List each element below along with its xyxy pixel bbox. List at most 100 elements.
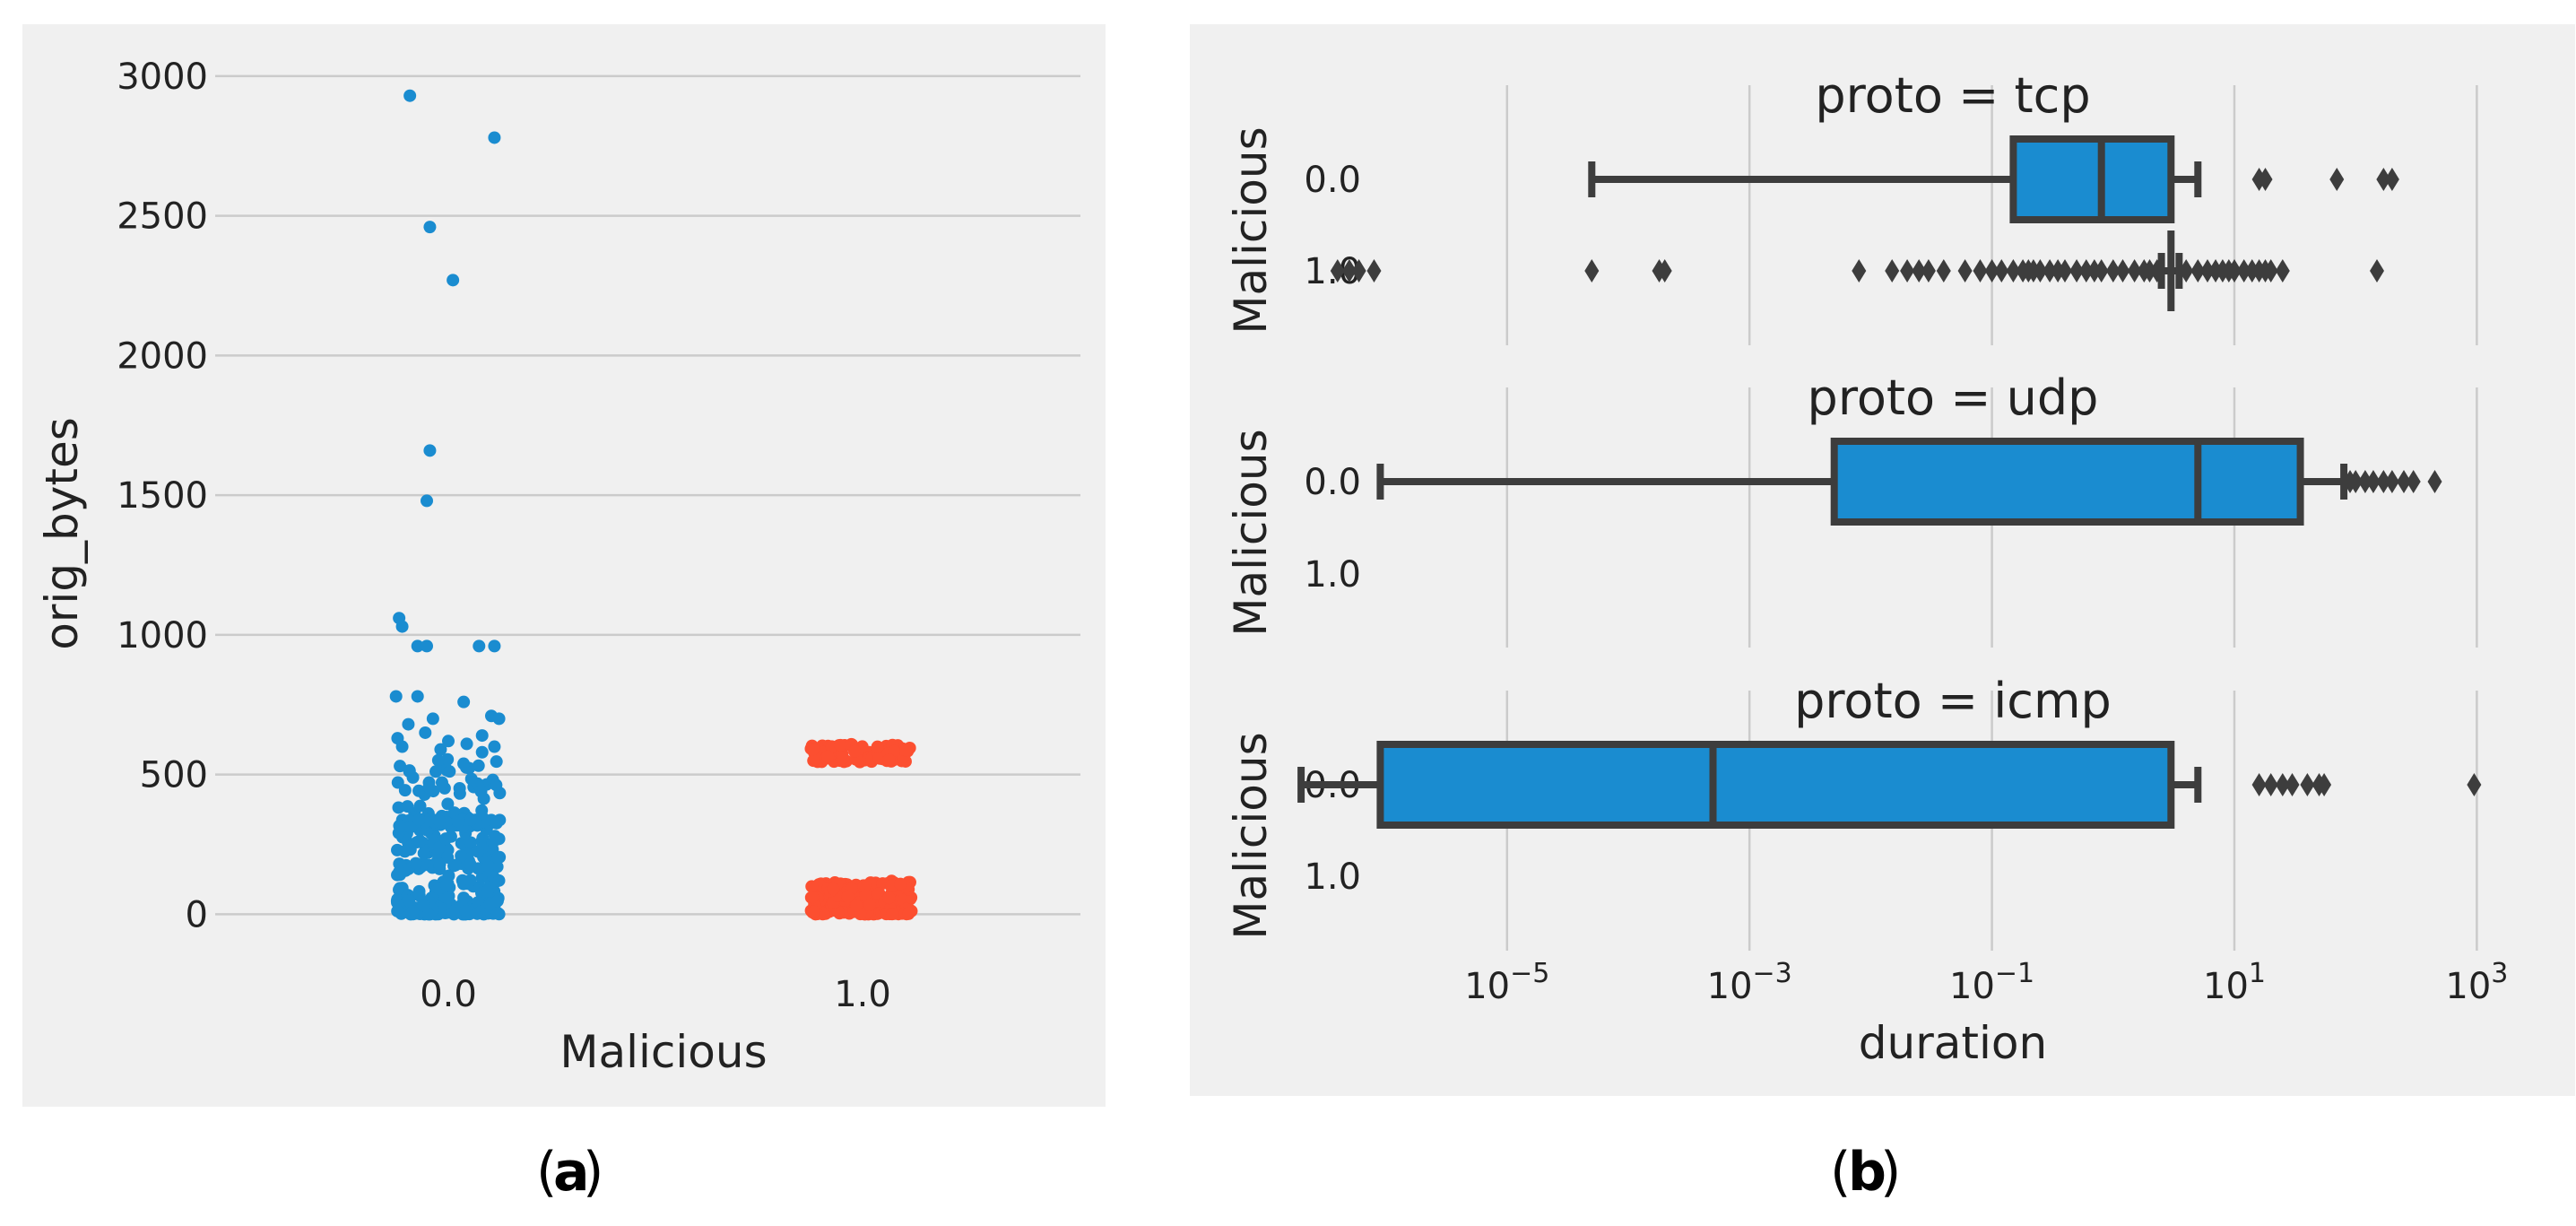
- data-point: [419, 726, 432, 739]
- outlier-point: [1957, 259, 1973, 283]
- x-axis-label: duration: [1859, 1017, 2047, 1069]
- data-point: [389, 690, 403, 703]
- svg-text:(: (: [536, 1141, 557, 1204]
- data-point: [421, 908, 435, 921]
- outlier-point: [1973, 259, 1988, 283]
- outlier-point: [1936, 259, 1951, 283]
- outlier-point: [2357, 470, 2372, 493]
- outlier-point: [2006, 259, 2021, 283]
- data-point: [423, 221, 437, 234]
- outlier-point: [1366, 259, 1382, 283]
- data-point: [481, 884, 494, 898]
- outlier-point: [1657, 259, 1672, 283]
- facet-panel: proto = udp Malicious 0.0 1.0: [1225, 370, 2442, 637]
- outlier-point: [2094, 259, 2109, 283]
- tick-exponent: −1: [1995, 958, 2034, 989]
- strip-plot-panel: 0 500 1000 1500 2000 2500 3000 0.0 1.0 orig_byt…: [22, 24, 1106, 1107]
- data-point: [412, 813, 426, 827]
- y-tick-label: 1500: [117, 475, 208, 517]
- data-point: [848, 744, 862, 758]
- data-point: [413, 799, 427, 813]
- tick-exponent: −5: [1510, 958, 1549, 989]
- outlier-point: [2376, 470, 2391, 493]
- outlier-point: [2069, 259, 2085, 283]
- data-point: [411, 639, 424, 653]
- data-point: [491, 907, 505, 920]
- facet-title: proto = icmp: [1794, 673, 2112, 729]
- data-point: [490, 860, 504, 874]
- x-axis-label: Malicious: [559, 1026, 767, 1078]
- data-point: [395, 620, 409, 633]
- tick-exponent: 3: [2491, 958, 2508, 989]
- data-point: [841, 890, 854, 903]
- box-0.0: [1297, 741, 2482, 829]
- data-point: [464, 813, 478, 826]
- outlier-point: [2376, 168, 2391, 191]
- data-point: [395, 740, 409, 753]
- tick-base: 10: [2445, 966, 2491, 1007]
- data-point: [403, 894, 416, 908]
- svg-text:): ): [583, 1141, 603, 1204]
- outlier-point: [2275, 259, 2290, 283]
- outlier-point: [1584, 259, 1600, 283]
- y-tick-labels: 0 500 1000 1500 2000 2500 3000: [117, 57, 208, 936]
- y-gridlines: [215, 74, 1080, 916]
- outlier-point: [2105, 259, 2121, 283]
- data-point: [435, 776, 448, 789]
- data-point: [433, 857, 447, 871]
- data-point: [850, 899, 863, 912]
- caption-b: ( b ): [1830, 1141, 1901, 1204]
- y-tick-label: 2000: [117, 335, 208, 377]
- data-point: [821, 750, 835, 763]
- data-point: [863, 898, 877, 911]
- data-point: [483, 898, 497, 911]
- x-tick-labels: 10−5 10−3 10−1 101 103: [1464, 958, 2508, 1007]
- data-point: [472, 759, 485, 772]
- data-point: [827, 883, 840, 896]
- data-point: [492, 874, 506, 887]
- data-point: [421, 494, 433, 508]
- outlier-point: [2263, 773, 2278, 796]
- data-point: [393, 865, 406, 878]
- facet-title: proto = udp: [1808, 370, 2099, 426]
- caption-a-letter: a: [553, 1141, 590, 1204]
- outlier-point: [1900, 259, 1915, 283]
- x-tick-label: 10−5: [1464, 958, 1549, 1007]
- data-point: [439, 832, 453, 846]
- iqr-box: [1376, 741, 2175, 829]
- tick-base: 10: [1464, 966, 1510, 1007]
- data-point: [427, 785, 440, 798]
- outlier-point: [1984, 259, 1999, 283]
- x-tick-labels: 0.0 1.0: [420, 974, 891, 1015]
- outlier-point: [2397, 470, 2412, 493]
- data-point: [394, 760, 407, 773]
- data-point: [460, 737, 473, 751]
- x-tick-label: 101: [2203, 958, 2266, 1007]
- data-point: [431, 753, 445, 767]
- y-tick-label: 1.0: [1304, 856, 1361, 898]
- outlier-point: [2329, 168, 2345, 191]
- outlier-point: [2317, 773, 2332, 796]
- data-point: [417, 847, 430, 860]
- outlier-point: [2384, 470, 2399, 493]
- outlier-point: [1351, 259, 1366, 283]
- outlier-point: [2275, 773, 2290, 796]
- data-point: [392, 801, 405, 814]
- tick-base: 10: [1949, 966, 1995, 1007]
- data-point: [902, 907, 915, 920]
- outlier-point: [1330, 259, 1345, 283]
- data-point: [475, 729, 489, 743]
- outlier-point: [2127, 259, 2142, 283]
- y-axis-label: Malicious: [1225, 429, 1277, 636]
- data-point: [402, 717, 415, 731]
- data-point: [464, 772, 478, 786]
- y-tick-label: 1000: [117, 615, 208, 656]
- y-tick-label: 2500: [117, 196, 208, 238]
- outlier-point: [1852, 259, 1867, 283]
- tick-exponent: 1: [2249, 958, 2266, 989]
- data-point: [805, 880, 819, 893]
- data-point: [457, 757, 471, 770]
- data-point: [426, 712, 439, 726]
- outlier-point: [2258, 168, 2273, 191]
- outlier-point: [2227, 259, 2242, 283]
